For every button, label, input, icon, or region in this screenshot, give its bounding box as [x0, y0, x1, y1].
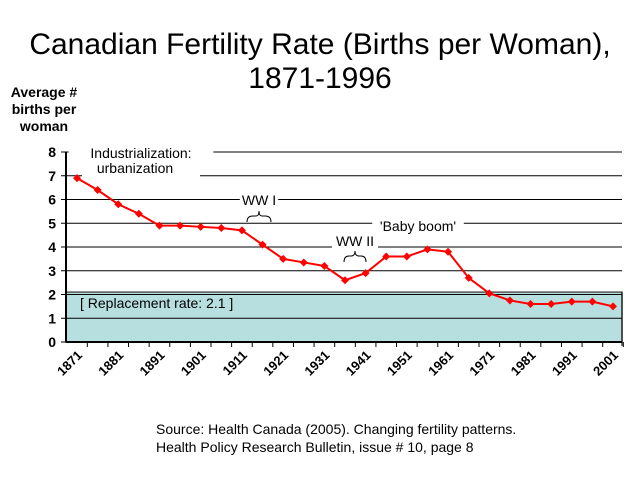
data-point: [526, 300, 535, 308]
data-point: [382, 252, 391, 261]
x-tick-label: 1971: [466, 348, 497, 379]
data-point: [258, 240, 267, 249]
annotation-ww1: WW I: [242, 192, 276, 208]
x-tick-label: 1891: [137, 348, 168, 379]
x-tick-label: 1871: [54, 348, 85, 379]
annotation-industrialization-bg: [68, 145, 214, 162]
data-point: [505, 296, 514, 305]
data-point: [155, 221, 164, 230]
data-point: [279, 254, 288, 263]
data-point: [547, 300, 556, 308]
data-point: [320, 262, 329, 270]
data-point: [93, 186, 102, 194]
x-tick-label: 1901: [178, 348, 209, 379]
data-point: [361, 269, 370, 278]
data-point: [444, 247, 453, 256]
y-tick-label: 0: [48, 334, 56, 350]
x-tick-label: 1931: [301, 348, 332, 379]
source-note: Source: Health Canada (2005). Changing f…: [156, 420, 516, 456]
data-point: [114, 200, 123, 209]
x-tick-label: 1941: [343, 348, 374, 379]
annotation-urbanization: urbanization: [97, 160, 173, 176]
y-tick-label: 1: [48, 310, 56, 326]
source-line-1: Source: Health Canada (2005). Changing f…: [156, 421, 517, 437]
data-point: [341, 276, 349, 285]
source-line-2: Health Policy Research Bulletin, issue #…: [156, 439, 474, 455]
annotation-ww2: WW II: [336, 233, 374, 249]
y-tick-label: 8: [48, 144, 56, 160]
data-point: [423, 245, 432, 254]
data-point: [464, 273, 473, 282]
y-tick-label: 3: [48, 263, 56, 279]
annotation-bg: [82, 158, 200, 178]
chart-title-text: Canadian Fertility Rate (Births per Woma…: [29, 28, 611, 95]
data-point: [567, 297, 576, 306]
y-tick-label: 5: [48, 215, 56, 231]
x-tick-label: 2001: [590, 348, 621, 379]
data-point: [73, 174, 81, 183]
data-point: [237, 226, 246, 235]
y-tick-label: 2: [48, 287, 56, 303]
data-point: [176, 221, 185, 230]
x-tick-label: 1921: [260, 348, 291, 379]
x-tick-label: 1961: [425, 348, 456, 379]
annotation-baby-boom: 'Baby boom': [380, 218, 456, 234]
chart-title: Canadian Fertility Rate (Births per Woma…: [0, 28, 640, 96]
x-tick-label: 1991: [549, 348, 580, 379]
data-point: [299, 258, 308, 267]
annotation-industrialization: Industrialization;: [90, 145, 191, 161]
data-point: [402, 252, 411, 261]
x-tick-label: 1881: [95, 348, 126, 379]
y-tick-label: 6: [48, 192, 56, 208]
annotation-baby-boom-bg: [372, 218, 464, 235]
data-point: [609, 302, 617, 311]
replacement-band: [65, 291, 623, 343]
x-tick-label: 1951: [384, 348, 415, 379]
data-point: [134, 209, 143, 218]
ww2-brace: [343, 250, 367, 263]
annotation-ww1-bg: [239, 192, 279, 209]
ww1-brace: [246, 210, 272, 223]
y-axis-label: Average # births per woman: [10, 84, 78, 134]
y-tick-label: 4: [48, 239, 56, 255]
data-point: [588, 297, 597, 306]
y-tick-label: 7: [48, 168, 56, 184]
replacement-rate-label: [ Replacement rate: 2.1 ]: [80, 295, 233, 311]
x-tick-label: 1981: [508, 348, 539, 379]
annotation-ww2-bg: [332, 233, 378, 250]
data-point: [485, 289, 494, 298]
data-point: [217, 224, 226, 232]
data-point: [196, 222, 205, 231]
x-tick-label: 1911: [219, 348, 250, 379]
